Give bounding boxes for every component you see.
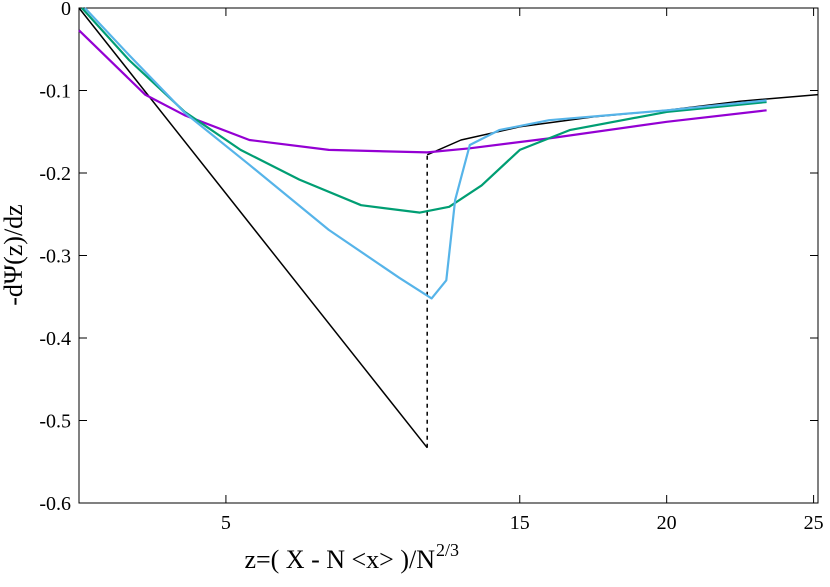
y-tick-label: -0.5 (39, 411, 71, 433)
x-tick-label: 5 (221, 512, 231, 534)
y-axis-label: -dΨ(z)/dz (0, 204, 28, 305)
y-tick-label: -0.1 (39, 81, 71, 103)
y-tick-label: -0.2 (39, 163, 71, 185)
y-tick-label: -0.6 (39, 493, 71, 515)
y-tick-label: -0.3 (39, 246, 71, 268)
series-line (78, 7, 428, 449)
x-tick-label: 20 (657, 512, 677, 534)
y-tick-label: 0 (61, 0, 71, 20)
series-line (78, 29, 767, 154)
x-tick-label: 15 (510, 512, 530, 534)
y-tick-label: -0.4 (39, 328, 71, 350)
x-tick-label: 25 (804, 512, 824, 534)
x-axis-label-sup: 2/3 (436, 540, 459, 560)
series-line (84, 7, 767, 300)
x-axis-label: z=( X - N <x> )/N (244, 545, 435, 574)
